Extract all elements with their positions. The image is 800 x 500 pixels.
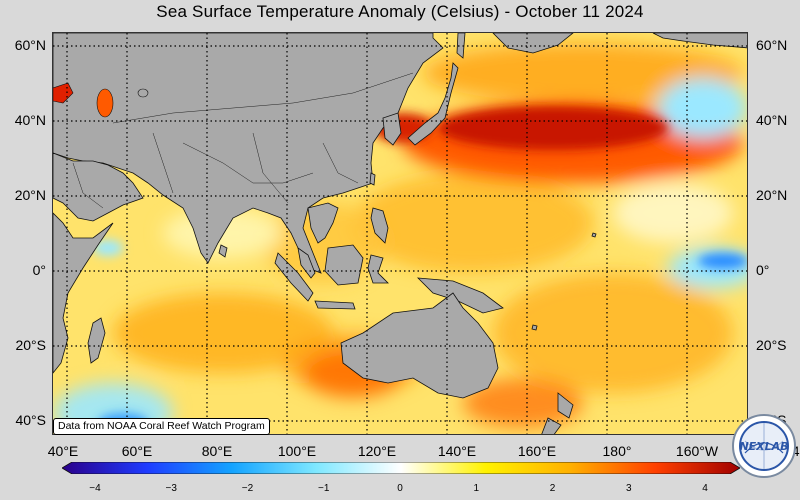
border-line xyxy=(152,132,174,194)
ocean-cold-region xyxy=(93,240,123,256)
caspian-sea xyxy=(96,88,114,118)
australia-land xyxy=(340,292,499,399)
latitude-label: 20°S xyxy=(15,337,46,353)
sakhalin-land xyxy=(456,33,466,59)
latitude-label: 60°N xyxy=(14,37,46,53)
border-line xyxy=(112,72,414,124)
colorbar-tick-label: 3 xyxy=(625,483,632,494)
alaska-land xyxy=(652,33,747,49)
latitude-label: 40°N xyxy=(14,112,46,128)
longitude-label: 120°E xyxy=(357,443,397,459)
africa-land xyxy=(53,212,114,374)
border-line xyxy=(322,142,359,184)
graticule xyxy=(53,33,747,434)
sst-anomaly-map xyxy=(52,32,748,435)
latitude-label: 40°S xyxy=(15,412,46,428)
ocean-warm-region xyxy=(113,293,333,373)
latitude-label: 20°N xyxy=(14,187,46,203)
madagascar-land xyxy=(87,317,106,364)
taiwan-land xyxy=(369,172,376,186)
nexlab-logo: NEXLAB xyxy=(732,414,796,478)
indochina-land xyxy=(307,202,339,244)
java-land xyxy=(314,300,356,310)
longitude-label: 100°E xyxy=(277,443,317,459)
longitude-label: 60°E xyxy=(121,443,153,459)
inland-seas xyxy=(53,82,149,118)
longitude-label: 140°E xyxy=(437,443,477,459)
japan-land xyxy=(407,62,459,146)
landmasses xyxy=(53,33,747,434)
black-sea xyxy=(53,82,74,104)
new-zealand-land xyxy=(557,392,574,419)
ocean-warm-region xyxy=(353,173,593,273)
new-guinea-land xyxy=(416,277,504,314)
latitude-label: 0° xyxy=(756,262,770,278)
ocean-cool-region xyxy=(613,183,733,243)
longitude-label: 160°E xyxy=(517,443,557,459)
colorbar-tick-label: 2 xyxy=(549,483,556,494)
data-credit: Data from NOAA Coral Reef Watch Program xyxy=(53,418,270,435)
latitude-label: 60°N xyxy=(756,37,788,53)
colorbar-tick-label: −1 xyxy=(318,483,330,494)
pacific-island-land xyxy=(591,232,597,238)
borneo-land xyxy=(324,244,364,286)
sumatra-land xyxy=(274,252,314,302)
map-title: Sea Surface Temperature Anomaly (Celsius… xyxy=(156,2,644,21)
latitude-label: 20°N xyxy=(756,187,788,203)
longitude-label: 80°E xyxy=(201,443,233,459)
new-zealand-land xyxy=(541,417,562,434)
sri-lanka-land xyxy=(218,244,228,258)
kamchatka-land xyxy=(492,33,574,54)
colorbar-tick-label: 0 xyxy=(397,483,403,494)
ocean-warm-region xyxy=(493,273,733,393)
border-line xyxy=(72,162,104,209)
ocean-warm-region xyxy=(423,43,743,103)
pacific-island-land xyxy=(531,324,538,331)
colorbar xyxy=(62,462,740,474)
ocean-cool-region xyxy=(658,78,747,138)
border-line xyxy=(252,132,289,204)
colorbar-body xyxy=(62,462,740,474)
border-line xyxy=(182,142,314,184)
logo-text: NEXLAB xyxy=(739,440,788,453)
colorbar-tick-label: −2 xyxy=(241,483,254,494)
colorbar-tick-label: −4 xyxy=(89,483,101,494)
colorbar-tick-label: 4 xyxy=(702,483,708,494)
latitude-label: 0° xyxy=(32,262,46,278)
longitude-label: 180° xyxy=(602,443,632,459)
sulawesi-land xyxy=(367,254,389,284)
colorbar-tick-label: −3 xyxy=(165,483,177,494)
map-canvas xyxy=(53,33,747,434)
latitude-label: 40°N xyxy=(756,112,788,128)
ocean-very-hot-region xyxy=(438,106,668,150)
philippines-land xyxy=(370,207,389,244)
ocean-cold-region xyxy=(698,253,747,269)
longitude-label: 40°E xyxy=(47,443,79,459)
aral-sea xyxy=(137,88,149,98)
ocean-hot-region xyxy=(463,378,583,428)
colorbar-tick-label: 1 xyxy=(473,483,480,494)
longitude-label: 160°W xyxy=(675,443,719,459)
latitude-label: 20°S xyxy=(756,337,787,353)
country-borders xyxy=(72,72,414,209)
